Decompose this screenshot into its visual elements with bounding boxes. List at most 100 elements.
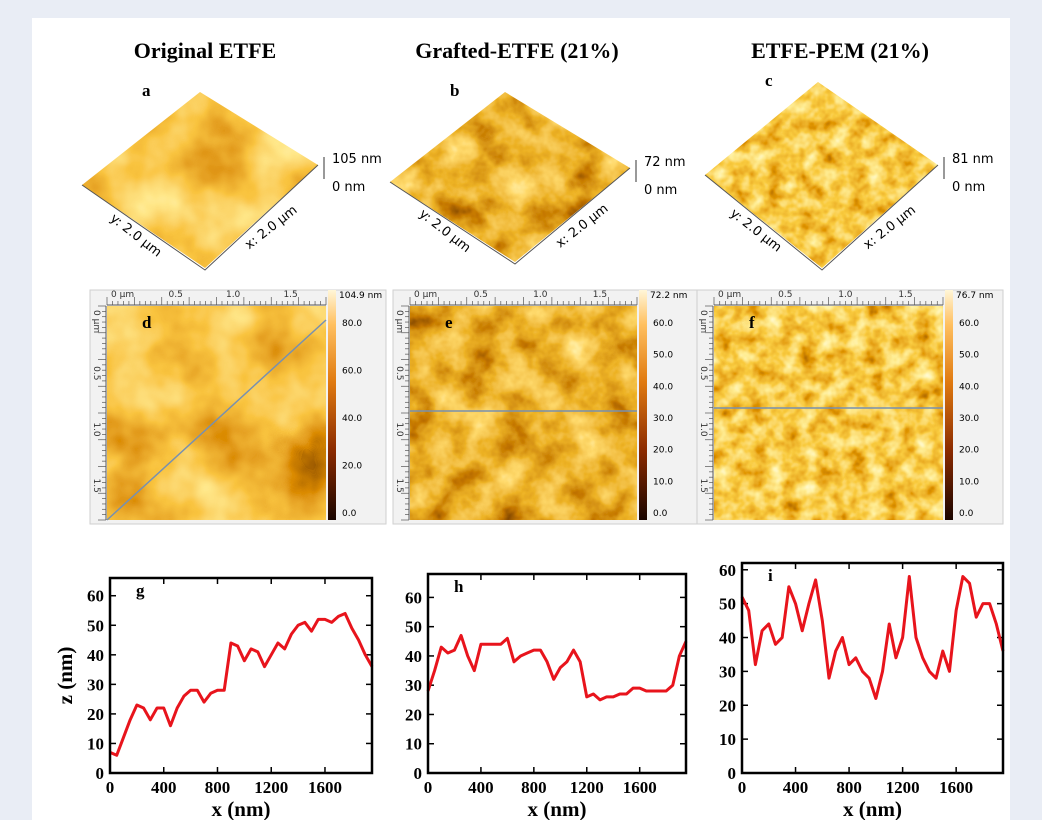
y-tick-label: 40 <box>405 647 422 666</box>
y-ruler-label: 0.5 <box>91 366 101 380</box>
scale-label: 10.0 <box>653 477 673 487</box>
y-ruler-label: 1.0 <box>91 422 101 437</box>
x-ruler-label: 1.0 <box>838 290 853 300</box>
y-tick-label: 0 <box>728 764 737 783</box>
x-tick-label: 1600 <box>308 778 342 797</box>
x-tick-label: 0 <box>424 778 433 797</box>
z-max-label: 81 nm <box>952 152 994 167</box>
x-tick-label: 1200 <box>570 778 604 797</box>
scale-label: 20.0 <box>959 446 979 456</box>
y-tick-label: 40 <box>87 646 104 665</box>
afm-2d-image <box>107 306 326 520</box>
z-min-label: 0 nm <box>332 180 365 195</box>
scale-label: 0.0 <box>653 509 668 519</box>
scale-label: 0.0 <box>342 509 357 519</box>
scale-label: 0.0 <box>959 509 974 519</box>
scale-label: 30.0 <box>653 414 673 424</box>
y-tick-label: 50 <box>87 616 104 635</box>
x-ruler-label: 1.0 <box>226 290 241 300</box>
z-max-label: 72 nm <box>644 155 686 170</box>
x-ruler-label: 1.5 <box>898 290 912 300</box>
scale-max-label: 72.2 nm <box>650 291 687 301</box>
y-tick-label: 60 <box>405 588 422 607</box>
scale-label: 20.0 <box>342 462 362 472</box>
x-tick-label: 400 <box>783 778 809 797</box>
x-ruler-label: 0 µm <box>718 290 741 300</box>
column-title: Original ETFE <box>134 38 276 63</box>
panel-label: f <box>749 313 755 332</box>
y-tick-label: 20 <box>405 705 422 724</box>
x-ruler-label: 0.5 <box>778 290 792 300</box>
y-ruler-label: 1.0 <box>394 422 404 437</box>
y-tick-label: 10 <box>719 730 736 749</box>
z-min-label: 0 nm <box>952 180 985 195</box>
panel-label: c <box>765 71 773 90</box>
x-ruler-label: 0 µm <box>111 290 134 300</box>
y-ruler-label: 1.5 <box>91 479 101 493</box>
y-axis-title: z (nm) <box>53 647 77 705</box>
panel-label: b <box>450 81 459 100</box>
y-tick-label: 0 <box>414 764 423 783</box>
y-tick-label: 20 <box>719 696 736 715</box>
scale-max-label: 104.9 nm <box>339 291 382 301</box>
x-ruler-label: 1.5 <box>283 290 297 300</box>
y-ruler-label: 0 µm <box>91 310 101 333</box>
scale-label: 80.0 <box>342 319 362 329</box>
y-tick-label: 40 <box>719 629 736 648</box>
x-tick-label: 1600 <box>939 778 973 797</box>
scale-label: 40.0 <box>342 414 362 424</box>
y-tick-label: 10 <box>405 735 422 754</box>
panel-label: d <box>142 313 152 332</box>
x-tick-label: 400 <box>151 778 177 797</box>
scale-label: 60.0 <box>342 367 362 377</box>
x-axis-title: x (nm) <box>528 797 587 820</box>
panel-label: e <box>445 313 453 332</box>
scale-label: 60.0 <box>653 319 673 329</box>
column-title: ETFE-PEM (21%) <box>751 38 929 63</box>
x-ruler-label: 1.0 <box>533 290 548 300</box>
scale-label: 60.0 <box>959 319 979 329</box>
x-tick-label: 400 <box>468 778 494 797</box>
y-tick-label: 0 <box>96 764 105 783</box>
y-ruler-label: 0 µm <box>698 310 708 333</box>
scale-max-label: 76.7 nm <box>956 291 993 301</box>
figure: Original ETFE Grafted-ETFE (21%) ETFE-PEM … <box>0 0 1042 820</box>
y-tick-label: 60 <box>87 587 104 606</box>
color-bar <box>328 290 336 520</box>
y-ruler-label: 1.0 <box>698 422 708 437</box>
x-axis-title: x (nm) <box>843 797 902 820</box>
x-ruler-label: 1.5 <box>593 290 607 300</box>
z-max-label: 105 nm <box>332 152 382 167</box>
y-ruler-label: 1.5 <box>698 479 708 493</box>
x-tick-label: 800 <box>205 778 231 797</box>
y-tick-label: 30 <box>719 662 736 681</box>
x-tick-label: 0 <box>738 778 747 797</box>
panel-label: h <box>454 577 464 596</box>
column-title: Grafted-ETFE (21%) <box>415 38 618 63</box>
x-tick-label: 800 <box>836 778 862 797</box>
x-tick-label: 800 <box>521 778 547 797</box>
x-ruler-label: 0.5 <box>168 290 182 300</box>
y-ruler-label: 0 µm <box>394 310 404 333</box>
y-ruler-label: 0.5 <box>698 366 708 380</box>
z-min-label: 0 nm <box>644 183 677 198</box>
scale-label: 20.0 <box>653 446 673 456</box>
afm-2d-image <box>714 306 943 520</box>
panel-label: g <box>136 581 145 600</box>
scale-label: 50.0 <box>959 351 979 361</box>
x-ruler-label: 0 µm <box>414 290 437 300</box>
y-tick-label: 30 <box>87 675 104 694</box>
x-tick-label: 0 <box>106 778 115 797</box>
y-ruler-label: 1.5 <box>394 479 404 493</box>
y-tick-label: 30 <box>405 676 422 695</box>
y-tick-label: 20 <box>87 705 104 724</box>
x-axis-title: x (nm) <box>212 797 271 820</box>
scale-label: 40.0 <box>653 382 673 392</box>
panel-label: a <box>142 81 151 100</box>
x-tick-label: 1600 <box>623 778 657 797</box>
y-tick-label: 10 <box>87 734 104 753</box>
scale-label: 30.0 <box>959 414 979 424</box>
scale-label: 10.0 <box>959 477 979 487</box>
panel-label: i <box>768 566 773 585</box>
y-tick-label: 50 <box>405 618 422 637</box>
